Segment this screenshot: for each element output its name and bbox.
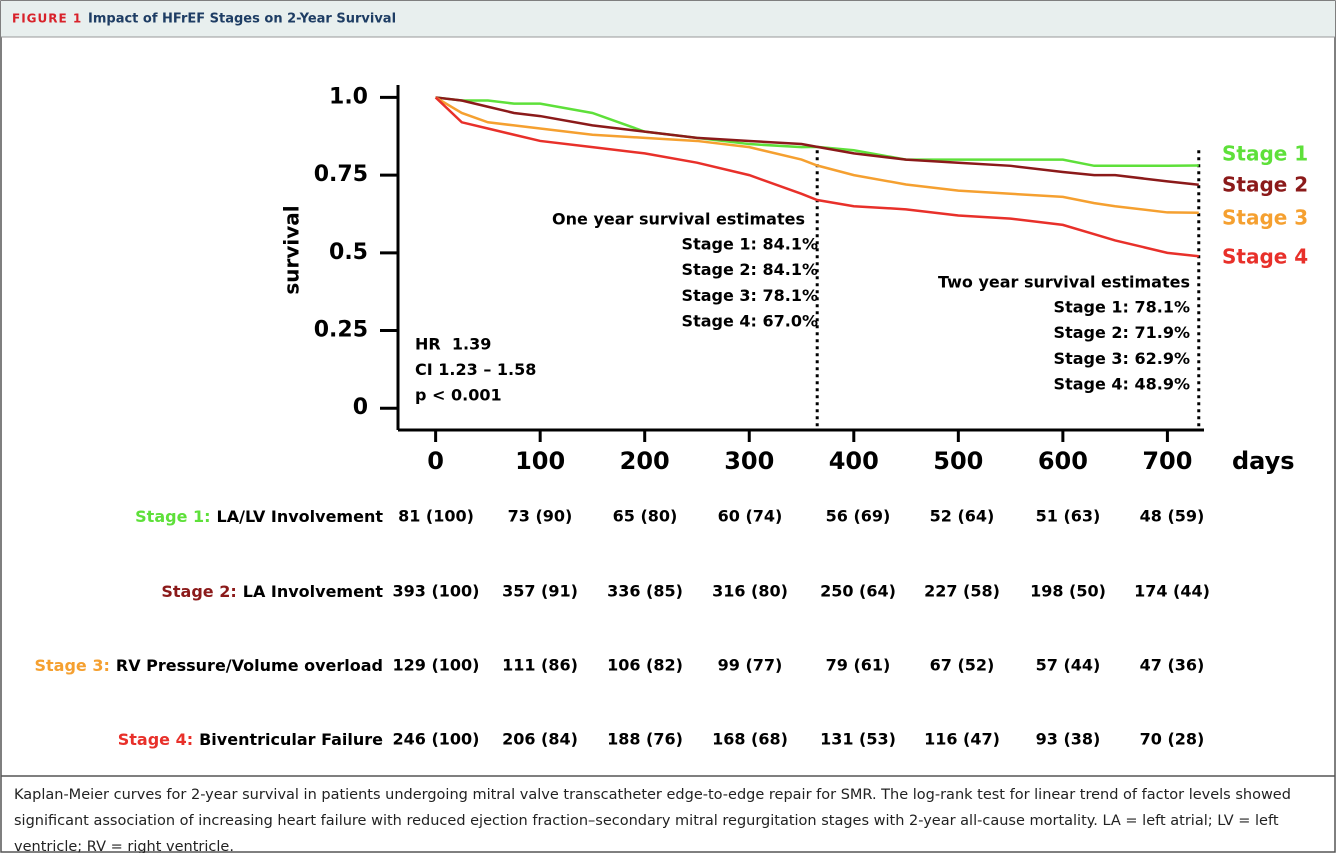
annotation-line: Stage 3: 78.1% bbox=[682, 286, 818, 305]
risk-cell: 93 (38) bbox=[1036, 730, 1101, 749]
y-tick-label: 0.75 bbox=[314, 162, 368, 187]
y-tick-label: 0.25 bbox=[314, 318, 368, 343]
annotation-line: Stage 1: 84.1% bbox=[682, 235, 818, 254]
risk-row-label: Stage 4: Biventricular Failure bbox=[118, 730, 383, 749]
risk-cell: 250 (64) bbox=[820, 582, 896, 601]
risk-cell: 129 (100) bbox=[393, 656, 480, 675]
x-tick-label: 700 bbox=[1142, 447, 1192, 475]
risk-cell: 47 (36) bbox=[1140, 656, 1205, 675]
annotation-line: Stage 2: 71.9% bbox=[1054, 323, 1190, 342]
x-axis-title: days bbox=[1232, 447, 1295, 475]
risk-cell: 116 (47) bbox=[924, 730, 1000, 749]
risk-cell: 316 (80) bbox=[712, 582, 788, 601]
series-label: Stage 3 bbox=[1222, 206, 1308, 230]
series-label: Stage 2 bbox=[1222, 173, 1308, 197]
x-tick-label: 100 bbox=[515, 447, 565, 475]
header-band bbox=[1, 1, 1335, 37]
caption: Kaplan-Meier curves for 2-year survival … bbox=[14, 787, 1291, 853]
stage-label: Stage 3: bbox=[35, 656, 110, 675]
survival-curve bbox=[434, 96, 1199, 214]
row-description: LA Involvement bbox=[243, 582, 384, 601]
annotation-line: Stage 2: 84.1% bbox=[682, 260, 818, 279]
risk-cell: 206 (84) bbox=[502, 730, 578, 749]
x-tick-label: 600 bbox=[1038, 447, 1088, 475]
risk-cell: 81 (100) bbox=[398, 507, 474, 526]
risk-cell: 106 (82) bbox=[607, 656, 683, 675]
risk-cell: 56 (69) bbox=[826, 507, 891, 526]
y-axis-title: survival bbox=[280, 205, 304, 294]
stats-line: HR 1.39 bbox=[415, 335, 491, 354]
annotation-title: One year survival estimates bbox=[552, 210, 805, 229]
figure-title: Impact of HFrEF Stages on 2-Year Surviva… bbox=[88, 12, 396, 27]
risk-cell: 393 (100) bbox=[393, 582, 480, 601]
x-tick-label: 200 bbox=[620, 447, 670, 475]
x-tick-label: 400 bbox=[829, 447, 879, 475]
risk-cell: 51 (63) bbox=[1036, 507, 1101, 526]
figure-label: FIGURE 1 bbox=[12, 12, 82, 26]
stage-label: Stage 2: bbox=[161, 582, 236, 601]
y-tick-label: 0.5 bbox=[329, 240, 368, 265]
row-description: RV Pressure/Volume overload bbox=[116, 656, 383, 675]
x-tick-label: 0 bbox=[427, 447, 444, 475]
risk-cell: 79 (61) bbox=[826, 656, 891, 675]
stage-label: Stage 1: bbox=[135, 507, 210, 526]
series-label: Stage 1 bbox=[1222, 142, 1308, 166]
x-tick-label: 300 bbox=[724, 447, 774, 475]
row-description: LA/LV Involvement bbox=[217, 507, 384, 526]
risk-cell: 99 (77) bbox=[718, 656, 783, 675]
risk-cell: 73 (90) bbox=[508, 507, 573, 526]
risk-cell: 131 (53) bbox=[820, 730, 896, 749]
annotation-line: Stage 4: 67.0% bbox=[682, 312, 818, 331]
risk-cell: 65 (80) bbox=[613, 507, 678, 526]
annotation-title: Two year survival estimates bbox=[938, 273, 1190, 292]
risk-cell: 57 (44) bbox=[1036, 656, 1101, 675]
risk-row-label: Stage 1: LA/LV Involvement bbox=[135, 507, 383, 526]
risk-row-label: Stage 2: LA Involvement bbox=[161, 582, 383, 601]
risk-cell: 52 (64) bbox=[930, 507, 995, 526]
stats-line: p < 0.001 bbox=[415, 386, 502, 405]
annotation-line: Stage 4: 48.9% bbox=[1054, 375, 1190, 394]
risk-cell: 60 (74) bbox=[718, 507, 783, 526]
survival-curve bbox=[434, 96, 1199, 258]
risk-cell: 174 (44) bbox=[1134, 582, 1210, 601]
y-tick-label: 1.0 bbox=[329, 84, 368, 109]
risk-cell: 168 (68) bbox=[712, 730, 788, 749]
row-description: Biventricular Failure bbox=[199, 730, 383, 749]
risk-cell: 48 (59) bbox=[1140, 507, 1205, 526]
annotation-line: Stage 1: 78.1% bbox=[1054, 298, 1190, 317]
risk-cell: 246 (100) bbox=[393, 730, 480, 749]
risk-cell: 357 (91) bbox=[502, 582, 578, 601]
annotation-line: Stage 3: 62.9% bbox=[1054, 349, 1190, 368]
y-tick-label: 0 bbox=[353, 395, 368, 420]
risk-cell: 336 (85) bbox=[607, 582, 683, 601]
stage-label: Stage 4: bbox=[118, 730, 193, 749]
risk-row-label: Stage 3: RV Pressure/Volume overload bbox=[35, 656, 384, 675]
risk-cell: 111 (86) bbox=[502, 656, 578, 675]
risk-cell: 67 (52) bbox=[930, 656, 995, 675]
x-tick-label: 500 bbox=[933, 447, 983, 475]
stats-line: CI 1.23 – 1.58 bbox=[415, 360, 536, 379]
series-label: Stage 4 bbox=[1222, 245, 1308, 269]
survival-curve bbox=[435, 96, 1199, 168]
risk-cell: 188 (76) bbox=[607, 730, 683, 749]
risk-cell: 198 (50) bbox=[1030, 582, 1106, 601]
survival-curve bbox=[435, 96, 1199, 187]
risk-cell: 70 (28) bbox=[1140, 730, 1205, 749]
risk-cell: 227 (58) bbox=[924, 582, 1000, 601]
